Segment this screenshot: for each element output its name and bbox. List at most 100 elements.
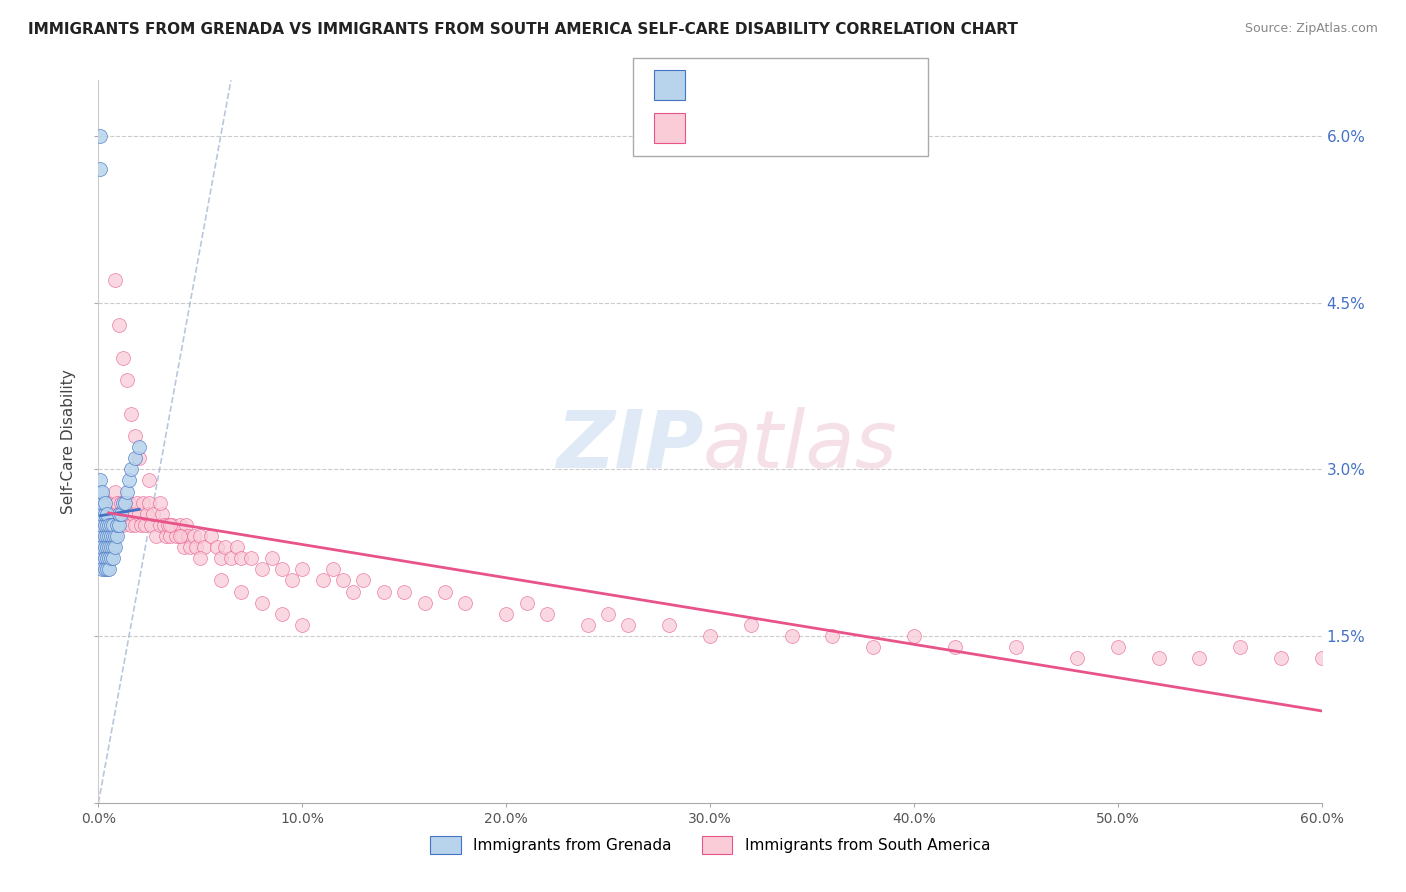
Point xyxy=(111,351,134,366)
Point xyxy=(821,629,844,643)
Point xyxy=(209,551,232,566)
Point xyxy=(108,507,131,521)
Point xyxy=(91,540,114,554)
Point xyxy=(169,517,191,532)
Point xyxy=(100,540,122,554)
Point xyxy=(127,496,149,510)
Point xyxy=(1004,640,1026,655)
Point xyxy=(159,529,181,543)
Point xyxy=(780,629,803,643)
Point xyxy=(226,540,249,554)
Point xyxy=(903,629,925,643)
Point xyxy=(291,562,314,576)
Point xyxy=(373,584,395,599)
Point xyxy=(699,629,721,643)
Point xyxy=(122,507,145,521)
Point xyxy=(97,529,120,543)
Point xyxy=(312,574,335,588)
Point xyxy=(1147,651,1170,665)
Point xyxy=(89,507,111,521)
Point xyxy=(93,529,115,543)
Point xyxy=(101,507,124,521)
Point xyxy=(128,507,150,521)
Text: atlas: atlas xyxy=(703,407,898,485)
Text: IMMIGRANTS FROM GRENADA VS IMMIGRANTS FROM SOUTH AMERICA SELF-CARE DISABILITY CO: IMMIGRANTS FROM GRENADA VS IMMIGRANTS FR… xyxy=(28,22,1018,37)
Point xyxy=(342,584,364,599)
Point xyxy=(89,496,111,510)
Point xyxy=(96,507,118,521)
Point xyxy=(96,562,118,576)
Point xyxy=(250,596,273,610)
Point xyxy=(89,162,111,177)
Point xyxy=(188,529,212,543)
Point xyxy=(142,507,165,521)
Point xyxy=(115,373,138,387)
Point xyxy=(205,540,228,554)
Point xyxy=(862,640,884,655)
Point xyxy=(101,551,124,566)
Point xyxy=(97,551,120,566)
Point xyxy=(291,618,314,632)
Text: 0.188: 0.188 xyxy=(738,77,796,95)
Point xyxy=(120,407,142,421)
Point xyxy=(89,540,111,554)
Point xyxy=(118,496,141,510)
Point xyxy=(138,474,160,488)
Point xyxy=(96,517,118,532)
Point xyxy=(1107,640,1129,655)
Point xyxy=(231,551,253,566)
Point xyxy=(93,507,115,521)
Point xyxy=(124,429,146,443)
Point xyxy=(124,451,146,466)
Point xyxy=(129,517,152,532)
Point xyxy=(108,517,131,532)
Point xyxy=(270,607,294,621)
Point xyxy=(1270,651,1292,665)
Point xyxy=(115,484,138,499)
Point xyxy=(111,496,134,510)
Text: 102: 102 xyxy=(841,119,876,136)
Point xyxy=(136,507,159,521)
Y-axis label: Self-Care Disability: Self-Care Disability xyxy=(60,369,76,514)
Point xyxy=(150,507,173,521)
Point xyxy=(322,562,344,576)
Point xyxy=(134,517,156,532)
Point xyxy=(91,517,114,532)
Point xyxy=(186,540,208,554)
Point xyxy=(1310,651,1333,665)
Point xyxy=(214,540,236,554)
Point xyxy=(1229,640,1251,655)
Point xyxy=(170,529,193,543)
Point xyxy=(89,474,111,488)
Point xyxy=(96,529,118,543)
Point xyxy=(128,451,150,466)
Point xyxy=(159,517,181,532)
Text: N =: N = xyxy=(797,119,828,136)
Point xyxy=(160,517,183,532)
Point xyxy=(413,596,436,610)
Point xyxy=(179,540,201,554)
Point xyxy=(89,551,111,566)
Point xyxy=(250,562,273,576)
Point xyxy=(105,529,128,543)
Text: R =: R = xyxy=(693,119,724,136)
Point xyxy=(332,574,354,588)
Point xyxy=(97,562,120,576)
Point xyxy=(141,517,163,532)
Point xyxy=(536,607,558,621)
Point xyxy=(91,551,114,566)
Point xyxy=(101,529,124,543)
Point xyxy=(152,517,174,532)
Point xyxy=(100,551,122,566)
Point xyxy=(617,618,640,632)
Point xyxy=(93,562,115,576)
Text: ZIP: ZIP xyxy=(555,407,703,485)
Point xyxy=(89,484,111,499)
Point xyxy=(104,484,127,499)
Point xyxy=(105,517,128,532)
Point xyxy=(104,529,127,543)
Point xyxy=(188,551,212,566)
Point xyxy=(740,618,762,632)
Point xyxy=(138,496,160,510)
Point xyxy=(114,496,136,510)
